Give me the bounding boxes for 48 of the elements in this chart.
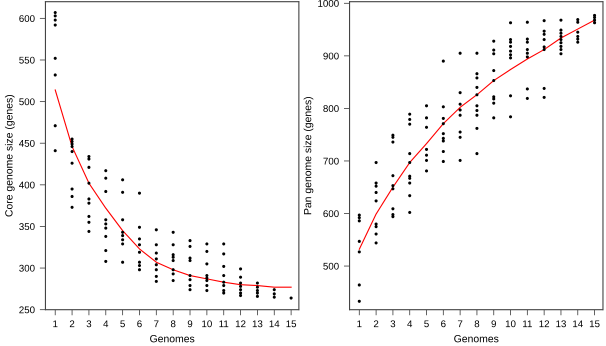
x-tick-label: 11 bbox=[219, 320, 228, 328]
x-tick-label: 7 bbox=[154, 320, 159, 328]
y-tick-label: 550 bbox=[19, 56, 35, 64]
x-axis-title: Genomes bbox=[454, 334, 498, 342]
y-axis-title: Pan genome size (genes) bbox=[304, 96, 314, 214]
x-tick-label: 6 bbox=[441, 320, 446, 328]
x-tick-label: 8 bbox=[474, 320, 480, 328]
x-tick-label: 1 bbox=[357, 320, 362, 328]
x-tick-label: 13 bbox=[252, 320, 262, 328]
x-tick-label: 11 bbox=[523, 320, 532, 328]
x-tick-label: 4 bbox=[407, 320, 412, 328]
x-tick-label: 15 bbox=[590, 320, 600, 328]
x-tick-label: 14 bbox=[270, 320, 280, 328]
x-tick-label: 5 bbox=[120, 320, 125, 328]
y-tick-label: 600 bbox=[19, 15, 35, 22]
y-tick-label: 700 bbox=[323, 158, 339, 165]
y-tick-label: 450 bbox=[19, 140, 35, 147]
x-tick-label: 4 bbox=[103, 320, 108, 328]
x-tick-label: 6 bbox=[137, 320, 142, 328]
x-tick-label: 7 bbox=[458, 320, 462, 328]
x-tick-label: 8 bbox=[170, 320, 176, 328]
y-tick-label: 800 bbox=[323, 105, 339, 112]
x-tick-label: 14 bbox=[573, 320, 583, 328]
x-tick-label: 2 bbox=[374, 320, 378, 328]
x-tick-label: 12 bbox=[236, 320, 246, 328]
y-tick-label: 1000 bbox=[318, 0, 339, 7]
y-tick-label: 600 bbox=[323, 210, 339, 218]
x-tick-label: 10 bbox=[506, 320, 516, 328]
x-tick-label: 3 bbox=[390, 320, 396, 328]
x-tick-label: 12 bbox=[539, 320, 550, 328]
x-tick-label: 5 bbox=[424, 320, 429, 328]
y-tick-label: 500 bbox=[19, 98, 35, 106]
x-tick-label: 15 bbox=[286, 320, 296, 328]
y-tick-label: 900 bbox=[323, 52, 339, 60]
y-tick-label: 350 bbox=[19, 223, 35, 230]
y-tick-label: 400 bbox=[19, 182, 35, 188]
y-axis-title: Core genome size (genes) bbox=[4, 94, 15, 217]
x-tick-label: 9 bbox=[491, 320, 496, 328]
x-tick-label: 2 bbox=[70, 320, 74, 328]
x-tick-label: 1 bbox=[53, 320, 58, 328]
y-tick-label: 300 bbox=[19, 264, 35, 272]
x-tick-label: 13 bbox=[556, 320, 566, 328]
x-tick-label: 9 bbox=[188, 320, 192, 328]
y-tick-label: 500 bbox=[323, 262, 339, 270]
x-tick-label: 10 bbox=[202, 320, 212, 328]
y-tick-label: 250 bbox=[19, 306, 35, 314]
x-tick-label: 3 bbox=[86, 320, 92, 328]
x-axis-title: Genomes bbox=[150, 334, 194, 342]
